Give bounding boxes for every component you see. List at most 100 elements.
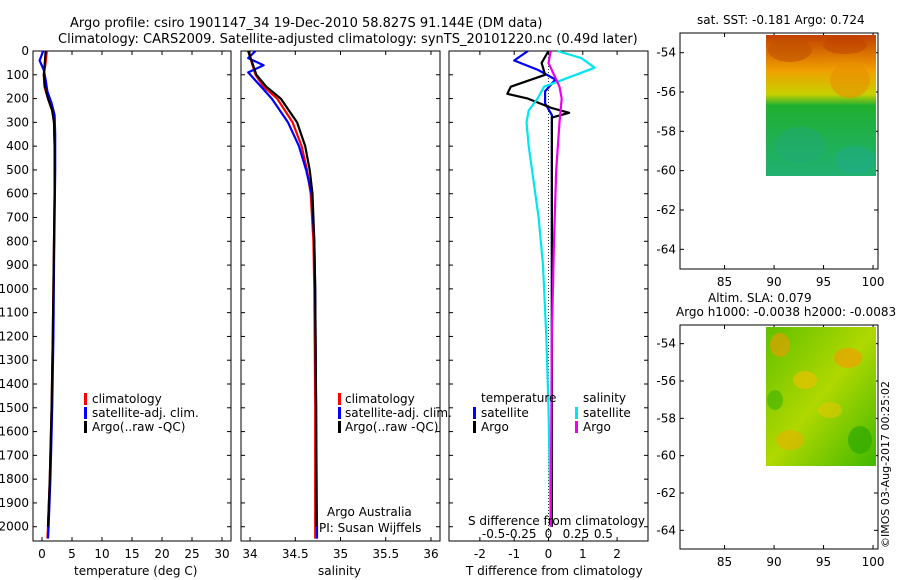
legend-header-salinity: salinity: [583, 391, 626, 405]
depth-tick-label: 2000: [0, 520, 29, 534]
lat-tick-label: -62: [656, 203, 676, 217]
legend-header-temperature: temperature: [481, 391, 556, 405]
sla-low-patch: [848, 426, 872, 454]
legend-temp-argo-swatch: [473, 421, 476, 433]
legend-temp-argo-label: Argo: [481, 420, 509, 434]
lat-tick-label: -54: [656, 337, 676, 351]
lat-tick-label: -58: [656, 124, 676, 138]
x-tick-label: 34: [242, 547, 257, 561]
sst-map-title: sat. SST: -0.181 Argo: 0.724: [697, 13, 865, 27]
sla-high-patch: [834, 348, 862, 368]
lat-tick-label: -56: [656, 374, 676, 388]
sst-warm-patch: [823, 36, 867, 54]
x-tick-label: -2: [474, 547, 486, 561]
sla-low-patch: [767, 390, 783, 410]
series-line: [247, 50, 318, 527]
sla-map-title: Altim. SLA: 0.079: [708, 291, 812, 305]
lon-tick-label: 95: [816, 555, 831, 569]
sla-field: [766, 327, 876, 466]
lon-tick-label: 85: [717, 275, 732, 289]
x-tick-label: 10: [94, 547, 109, 561]
depth-tick-label: 600: [6, 187, 29, 201]
legend-climatology-label: climatology: [345, 392, 415, 406]
legend-satellite-swatch: [84, 407, 87, 419]
sla-map-frame: [679, 324, 879, 550]
x-tick-label: 35.5: [372, 547, 399, 561]
legend-satellite-label: satellite-adj. clim.: [92, 406, 199, 420]
depth-tick-label: 1700: [0, 448, 29, 462]
lat-tick-label: -64: [656, 242, 676, 256]
x-tick-label: 36: [423, 547, 438, 561]
lon-tick-label: 90: [766, 555, 781, 569]
legend-satellite-label: satellite-adj. clim.: [345, 406, 452, 420]
temperature-xlabel: temperature (deg C): [74, 564, 197, 578]
depth-tick-label: 1900: [0, 496, 29, 510]
legend-climatology-swatch: [84, 393, 87, 405]
depth-tick-label: 1600: [0, 425, 29, 439]
depth-tick-label: 300: [6, 115, 29, 129]
x-tick-label: 30: [214, 547, 229, 561]
difference-panel-frame: [448, 50, 649, 542]
s-tick-label: 0.5: [594, 527, 613, 541]
depth-tick-label: 800: [6, 234, 29, 248]
figure-title-line2: Climatology: CARS2009. Satellite-adjuste…: [58, 32, 638, 47]
salinity-legend: climatology satellite-adj. clim. Argo(..…: [338, 392, 452, 434]
depth-tick-label: 500: [6, 163, 29, 177]
s-difference-label: S difference from climatology: [468, 514, 645, 528]
sla-map-subtitle: Argo h1000: -0.0038 h2000: -0.0083: [676, 305, 896, 319]
chart-layer: 0100200300400500600700800900100011001200…: [0, 33, 885, 569]
legend-argo-swatch: [84, 421, 87, 433]
legend-argo-label: Argo(..raw -QC): [92, 420, 185, 434]
sla-high-patch: [776, 430, 804, 450]
series-line: [247, 50, 317, 539]
lon-tick-label: 90: [766, 275, 781, 289]
depth-tick-label: 1800: [0, 472, 29, 486]
sla-high-patch: [793, 371, 817, 389]
lat-tick-label: -64: [656, 523, 676, 537]
s-tick-label: -0.5: [482, 527, 505, 541]
series-line: [42, 50, 56, 527]
legend-sal-satellite-label: satellite: [583, 406, 631, 420]
salinity-xlabel: salinity: [318, 564, 361, 578]
series-line: [525, 49, 596, 527]
s-tick-label: -0.25: [506, 527, 537, 541]
legend-sal-argo-label: Argo: [583, 420, 611, 434]
sst-field: [766, 35, 876, 176]
sst-cool-patch: [775, 127, 825, 163]
legend-argo-swatch: [338, 421, 341, 433]
series-line: [247, 50, 319, 539]
sst-warm-patch: [768, 38, 812, 62]
depth-tick-label: 900: [6, 258, 29, 272]
legend-argo-label: Argo(..raw -QC): [345, 420, 438, 434]
sst-map-frame: [679, 32, 879, 270]
depth-tick-label: 400: [6, 139, 29, 153]
temperature-legend: climatology satellite-adj. clim. Argo(..…: [84, 392, 199, 434]
depth-tick-label: 200: [6, 92, 29, 106]
credit-text: ©IMOS 03-Aug-2017 00:25:02: [879, 381, 892, 548]
lon-tick-label: 95: [816, 275, 831, 289]
lon-tick-label: 100: [862, 555, 885, 569]
temperature-panel-frame: [32, 50, 232, 542]
x-tick-label: 20: [154, 547, 169, 561]
lat-tick-label: -62: [656, 486, 676, 500]
depth-tick-label: 700: [6, 211, 29, 225]
x-tick-label: 2: [613, 547, 621, 561]
x-tick-label: 0: [38, 547, 46, 561]
figure-title-line1: Argo profile: csiro 1901147_34 19-Dec-20…: [70, 16, 542, 31]
lat-tick-label: -60: [656, 449, 676, 463]
series-line: [547, 50, 563, 527]
legend-temp-satellite-label: satellite: [481, 406, 529, 420]
depth-tick-label: 1400: [0, 377, 29, 391]
salinity-panel-frame: [240, 50, 441, 542]
legend-temp-satellite-swatch: [473, 407, 476, 419]
legend-climatology-label: climatology: [92, 392, 162, 406]
depth-tick-label: 1000: [0, 282, 29, 296]
argo-australia-label: Argo Australia: [327, 505, 412, 519]
difference-legend: temperature salinity satellite Argo sate…: [473, 391, 631, 434]
lat-tick-label: -60: [656, 164, 676, 178]
x-tick-label: 5: [68, 547, 76, 561]
depth-tick-label: 1100: [0, 306, 29, 320]
pi-label: PI: Susan Wijffels: [319, 521, 421, 535]
x-tick-label: 35: [333, 547, 348, 561]
